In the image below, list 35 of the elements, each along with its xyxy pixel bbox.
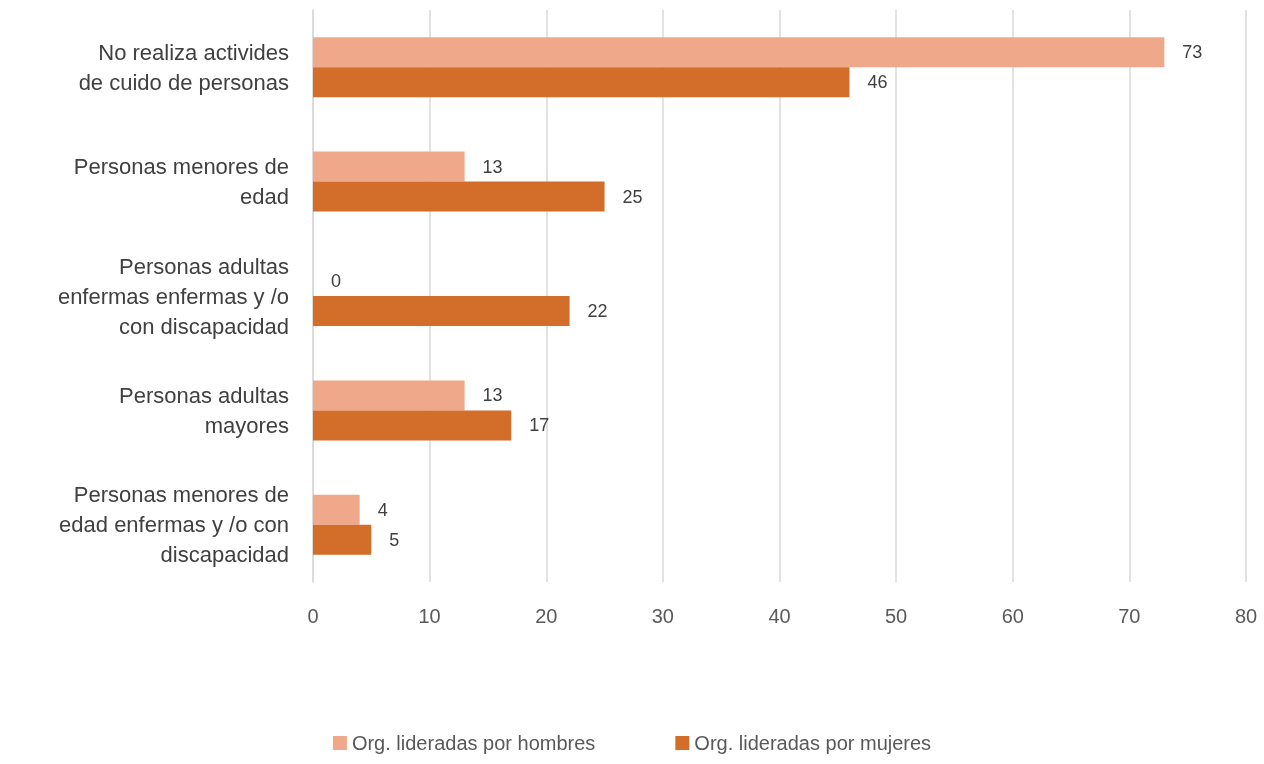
x-tick-label: 10 [418,605,441,627]
data-label: 46 [867,72,888,93]
bar [313,524,372,555]
data-label: 13 [482,385,503,406]
bar [313,37,1165,68]
bar [313,380,465,411]
data-label: 0 [331,271,342,291]
data-label: 22 [587,301,608,321]
bar [313,494,360,525]
bar [313,67,850,98]
bar [313,296,570,326]
bar [313,151,465,182]
x-tick-label: 40 [768,605,791,627]
data-label: 25 [622,186,643,207]
x-tick-label: 80 [1234,605,1258,627]
x-tick-label: 70 [1118,605,1141,627]
legend-label: Org. lideradas por hombres [351,732,596,754]
x-tick-label: 0 [307,605,319,627]
y-tick-label: No realiza activides de cuido de personas [78,39,289,95]
data-label: 4 [377,499,388,520]
bar [313,410,512,441]
bar [313,181,605,212]
data-label: 13 [482,156,503,177]
x-tick-label: 60 [1001,605,1024,627]
y-tick-label: Personas adultas mayores [119,382,289,438]
x-tick-label: 50 [885,605,908,627]
y-tick-label: Personas menores de edad enfermas y /o con discapacidad [59,482,289,568]
legend-label: Org. lideradas por mujeres [694,732,932,754]
y-tick-label: Personas menores de edad [73,154,289,210]
data-label: 17 [529,415,550,436]
data-label: 5 [389,529,400,550]
y-tick-label: Personas adultas enfermas enfermas y /o con discapacidad [57,253,289,339]
data-label: 73 [1182,42,1203,63]
x-tick-label: 30 [651,605,674,627]
x-tick-label: 20 [535,605,558,627]
